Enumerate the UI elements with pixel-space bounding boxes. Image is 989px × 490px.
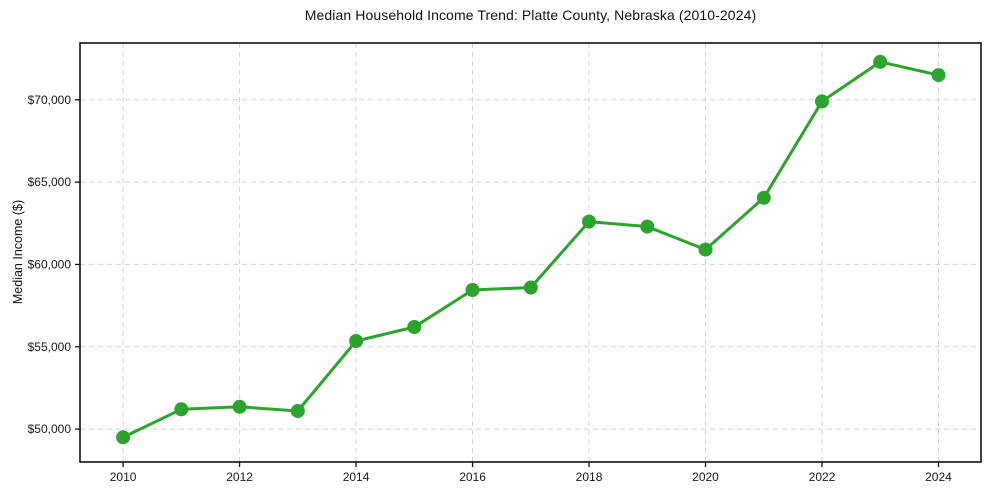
data-point-2020 — [698, 242, 713, 257]
data-point-2023 — [873, 54, 888, 69]
x-tick-label: 2018 — [576, 470, 603, 484]
data-point-2016 — [465, 283, 480, 297]
x-tick-label: 2024 — [925, 470, 952, 484]
x-tick-label: 2014 — [343, 470, 370, 484]
data-point-2014 — [349, 334, 364, 348]
data-point-2024 — [931, 68, 946, 83]
y-tick-label: $65,000 — [28, 175, 72, 189]
y-tick-label: $50,000 — [28, 422, 72, 436]
data-point-2012 — [232, 399, 247, 414]
data-point-2021 — [756, 190, 771, 205]
x-tick-label: 2022 — [809, 470, 836, 484]
data-point-2013 — [290, 404, 305, 418]
x-tick-label: 2020 — [692, 470, 719, 484]
data-point-2019 — [640, 219, 655, 234]
y-tick-label: $55,000 — [28, 340, 72, 354]
x-tick-label: 2010 — [110, 470, 137, 484]
data-point-2018 — [582, 214, 596, 229]
x-tick-label: 2012 — [226, 470, 253, 484]
chart-title: Median Household Income Trend: Platte Co… — [304, 7, 757, 23]
income-trend-line — [121, 60, 940, 439]
data-point-2010 — [116, 430, 131, 445]
data-point-2022 — [815, 94, 829, 109]
data-point-2011 — [174, 402, 189, 417]
plot-frame — [79, 42, 982, 463]
data-point-2015 — [407, 320, 422, 334]
data-point-2017 — [523, 280, 538, 295]
y-tick-label: $70,000 — [28, 93, 72, 107]
y-tick-label: $60,000 — [28, 257, 72, 271]
x-tick-label: 2016 — [459, 470, 486, 484]
